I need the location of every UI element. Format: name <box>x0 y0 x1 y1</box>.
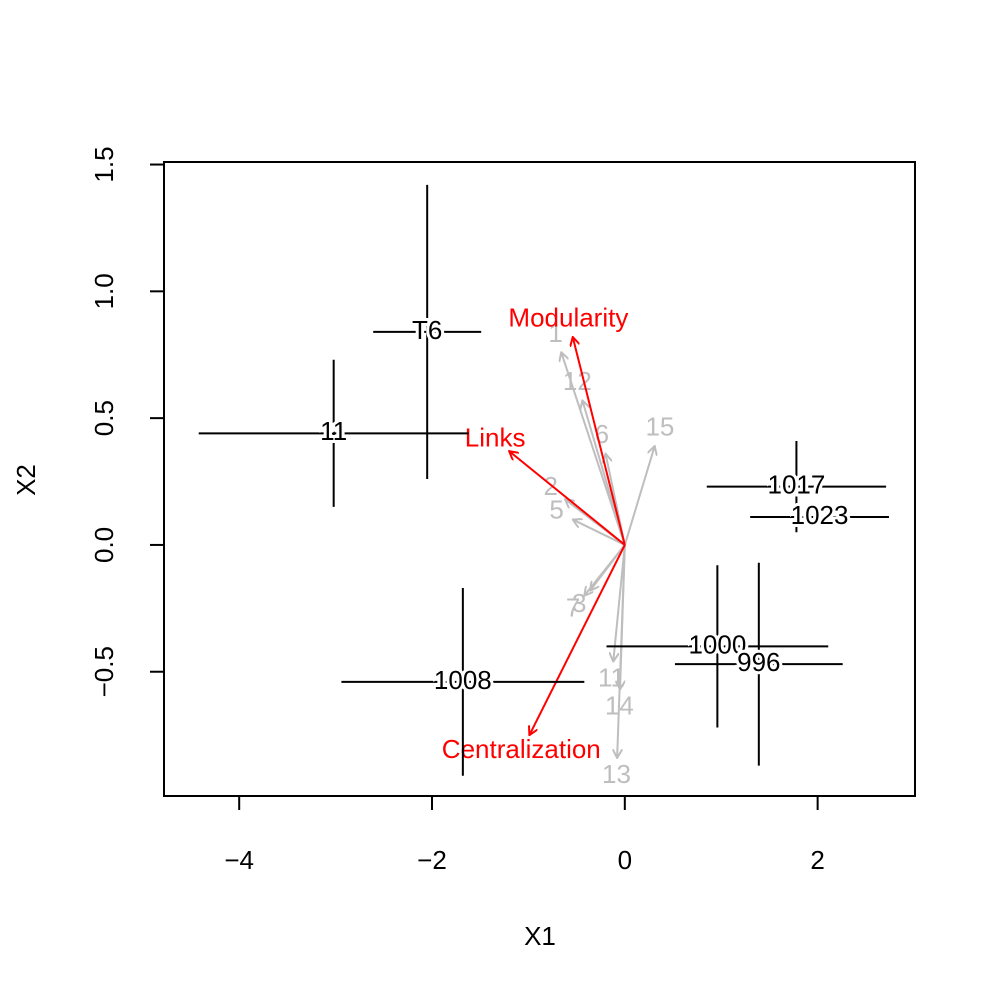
loading-arrow <box>617 544 626 758</box>
x-axis-label: X1 <box>524 921 556 951</box>
loading-label: Links <box>465 423 526 453</box>
point-label: 1008 <box>434 665 492 695</box>
loading-arrow <box>623 446 655 546</box>
loading-label: 5 <box>549 495 563 525</box>
loading-arrow <box>561 352 626 546</box>
point-label: T6 <box>412 315 442 345</box>
loading-arrow <box>590 544 626 591</box>
point-label: 996 <box>737 647 780 677</box>
y-axis-label: X2 <box>11 464 41 496</box>
loading-label: 13 <box>602 759 631 789</box>
loading-arrow <box>509 451 626 546</box>
loading-label: 7 <box>566 593 580 623</box>
loading-arrow <box>582 400 626 546</box>
loading-label: 3 <box>572 588 586 618</box>
y-tick-label: −0.5 <box>89 646 119 697</box>
point-label: 11 <box>320 416 347 446</box>
loading-arrow <box>573 520 626 546</box>
x-tick-label: −4 <box>224 845 254 875</box>
point-label: 1000 <box>688 629 746 659</box>
point-label: 1017 <box>767 469 825 499</box>
y-tick-label: 0.0 <box>89 527 119 563</box>
loading-label: 12 <box>563 366 592 396</box>
x-tick-label: 0 <box>618 845 632 875</box>
loading-label: Centralization <box>442 734 601 764</box>
loading-label: 2 <box>544 471 558 501</box>
loading-label: 15 <box>645 412 674 442</box>
x-tick-label: 2 <box>810 845 824 875</box>
y-tick-label: 0.5 <box>89 400 119 436</box>
y-tick-label: 1.5 <box>89 146 119 182</box>
loading-arrow <box>573 337 626 546</box>
y-tick-label: 1.0 <box>89 273 119 309</box>
loading-label: Modularity <box>508 302 628 332</box>
x-tick-label: −2 <box>417 845 447 875</box>
loading-arrow <box>529 544 626 735</box>
loading-label: 1 <box>548 318 562 348</box>
loading-arrow <box>613 544 626 662</box>
point-label: 1023 <box>791 500 849 530</box>
